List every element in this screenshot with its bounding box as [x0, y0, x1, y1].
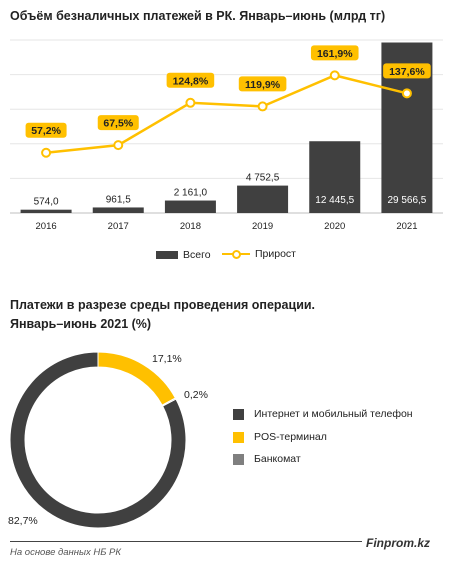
legend-label-atm: Банкомат [254, 453, 301, 465]
bar-total-2019 [237, 185, 289, 213]
donut-label-internet: 82,7% [8, 515, 38, 527]
source-note: На основе данных НБ РК [10, 547, 121, 558]
growth-point-2017 [113, 140, 124, 151]
bar-label-2021: 29 566,5 [387, 195, 426, 206]
footer-divider [10, 541, 362, 542]
growth-label-box-2018 [166, 72, 215, 88]
legend-label-total: Всего [183, 249, 211, 261]
legend-label-growth: Прирост [255, 248, 296, 260]
growth-line [45, 74, 408, 154]
legend-item-atm: Банкомат [233, 453, 301, 465]
legend-swatch-pos [233, 431, 244, 443]
bar-total-2016 [20, 209, 72, 213]
x-tick-2019: 2019 [252, 221, 273, 232]
growth-label-2020: 161,9% [317, 48, 353, 60]
x-tick-2016: 2016 [36, 221, 57, 232]
bar-label-2017: 961,5 [106, 194, 131, 205]
x-tick-2021: 2021 [396, 221, 417, 232]
legend-label-internet: Интернет и мобильный телефон [254, 408, 413, 420]
growth-point-2019 [257, 101, 268, 112]
legend-swatch-atm [233, 453, 244, 465]
growth-label-2021: 137,6% [389, 66, 425, 78]
growth-label-2019: 119,9% [245, 79, 281, 91]
donut-label-atm: 0,2% [184, 389, 208, 401]
bar-label-2016: 574,0 [34, 197, 59, 208]
growth-point-2020 [329, 70, 340, 81]
bar-total-2020 [309, 141, 361, 213]
brand-logo-text: Finprom.kz [366, 536, 431, 550]
growth-label-box-2017 [97, 115, 139, 131]
bar-total-2017 [92, 207, 144, 213]
donut-slice-internet [9, 351, 187, 529]
growth-label-box-2019 [238, 76, 287, 92]
legend-item-growth: Прирост [222, 248, 296, 260]
donut-slice-atm [161, 397, 177, 407]
legend-swatch-growth [222, 249, 250, 259]
growth-label-2018: 124,8% [173, 75, 209, 87]
growth-point-2021 [401, 88, 412, 99]
chart2-title: Платежи в разрезе среды проведения опера… [10, 296, 315, 334]
growth-label-2017: 67,5% [103, 118, 133, 130]
growth-label-box-2016 [25, 122, 67, 138]
bar-total-2018 [164, 200, 216, 213]
donut-label-pos: 17,1% [152, 353, 182, 365]
legend-item-total: Всего [156, 249, 211, 261]
legend-swatch-internet [233, 408, 244, 420]
chart2-title-line1: Платежи в разрезе среды проведения опера… [10, 298, 316, 312]
chart1-title: Объём безналичных платежей в РК. Январь–… [10, 9, 386, 23]
bar-label-2020: 12 445,5 [315, 195, 354, 206]
legend-item-pos: POS-терминал [233, 431, 327, 443]
bar-label-2019: 4 752,5 [246, 173, 280, 184]
x-tick-2018: 2018 [180, 221, 201, 232]
legend-item-internet: Интернет и мобильный телефон [233, 408, 413, 420]
growth-point-2018 [185, 97, 196, 108]
growth-point-2016 [41, 147, 52, 158]
growth-label-2016: 57,2% [31, 125, 61, 137]
legend-swatch-total [156, 251, 178, 259]
legend-label-pos: POS-терминал [254, 431, 327, 443]
payments-bar-line-chart: 574,0 961,5 2 161,0 4 752,5 12 445,5 29 566,5… [10, 39, 443, 232]
x-tick-2020: 2020 [324, 221, 345, 232]
bar-label-2018: 2 161,0 [174, 188, 208, 199]
growth-label-box-2021 [383, 63, 431, 79]
chart2-title-line2: Январь–июнь 2021 (%) [10, 317, 152, 331]
growth-label-box-2020 [310, 45, 359, 61]
x-tick-2017: 2017 [108, 221, 129, 232]
